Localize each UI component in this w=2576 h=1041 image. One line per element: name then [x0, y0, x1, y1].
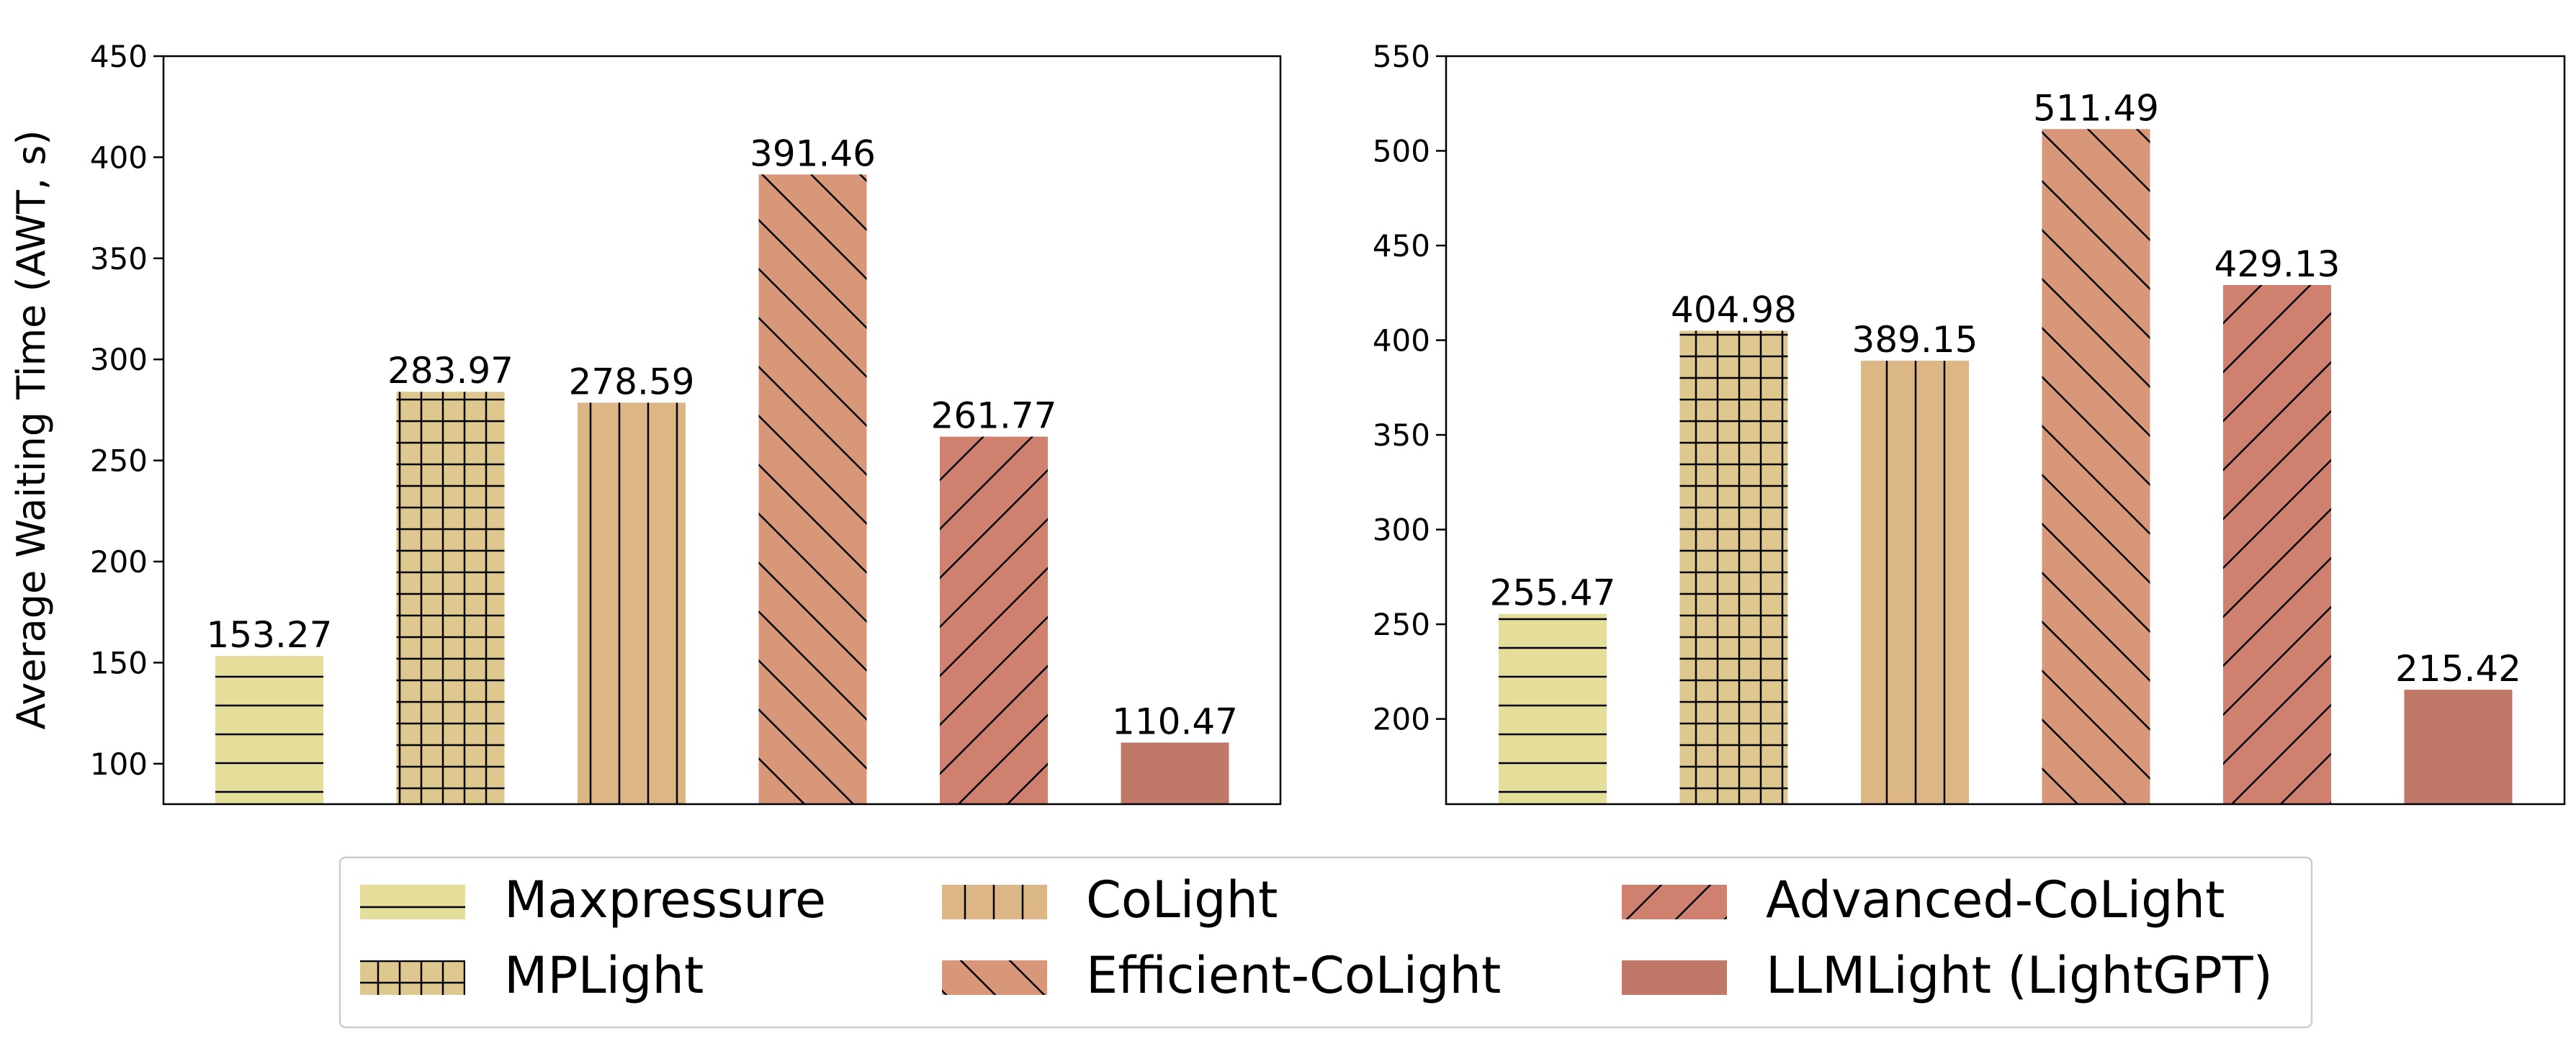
right-bar-hatch-efficient-colight — [2042, 129, 2150, 805]
right-bar-llmlight-lightgpt — [2404, 690, 2513, 804]
right-value-label-colight: 389.15 — [1852, 319, 1978, 361]
legend-label-mplight: MPLight — [504, 946, 704, 1005]
legend-label-efficient-colight: Efficient-CoLight — [1086, 946, 1501, 1005]
left-y-tick-label: 300 — [90, 342, 148, 377]
left-plot-frame — [162, 55, 1282, 806]
legend-item-mplight: MPLight — [360, 946, 704, 1005]
legend-entries: Maxpressure MPLight CoLight Efficient-CoLig… — [360, 870, 2273, 1005]
left-y-tick-label: 350 — [90, 241, 148, 276]
legend-item-efficient-colight: Efficient-CoLight — [942, 946, 1501, 1005]
right-bar-hatch-advanced-colight — [2223, 284, 2331, 805]
right-bars — [1499, 129, 2513, 805]
right-value-label-llmlight-lightgpt: 215.42 — [2395, 648, 2521, 690]
left-chart-panel: 153.27 283.97 278.59 391.46 261.77 110.47 100… — [90, 39, 1282, 806]
left-value-label-colight: 278.59 — [569, 361, 695, 402]
legend-frame — [338, 856, 2313, 1029]
legend-label-colight: CoLight — [1086, 870, 1278, 929]
left-bars — [215, 174, 1229, 804]
right-y-tick-label: 250 — [1373, 607, 1430, 642]
legend-swatch-hatch-colight — [942, 885, 1047, 919]
right-value-label-mplight: 404.98 — [1671, 289, 1797, 330]
right-y-tick-label: 400 — [1373, 323, 1430, 359]
left-y-ticks: 100 150 200 250 300 350 400 450 — [90, 39, 163, 782]
right-value-label-maxpressure: 255.47 — [1490, 572, 1616, 614]
left-bar-hatch-mplight — [396, 392, 505, 804]
legend-swatch-hatch-mplight — [360, 960, 465, 995]
legend-label-maxpressure: Maxpressure — [504, 870, 826, 929]
legend-swatch-hatch-maxpressure — [360, 885, 465, 919]
left-value-labels: 153.27 283.97 278.59 391.46 261.77 110.47 — [207, 132, 1238, 742]
left-value-label-llmlight-lightgpt: 110.47 — [1112, 700, 1238, 742]
right-value-label-advanced-colight: 429.13 — [2214, 243, 2341, 285]
left-y-tick-label: 150 — [90, 645, 148, 680]
legend-swatch-llmlight-lightgpt — [1622, 960, 1727, 995]
left-value-label-maxpressure: 153.27 — [207, 614, 333, 656]
right-y-tick-label: 500 — [1373, 134, 1430, 169]
legend-item-colight: CoLight — [942, 870, 1278, 929]
right-y-tick-label: 200 — [1373, 702, 1430, 737]
legend-item-advanced-colight: Advanced-CoLight — [1622, 870, 2225, 929]
right-bar-hatch-mplight — [1679, 330, 1788, 805]
right-chart-panel: 255.47 404.98 389.15 511.49 429.13 215.42 200… — [1373, 39, 2566, 806]
right-bar-hatch-colight — [1861, 361, 1969, 805]
left-value-label-mplight: 283.97 — [387, 350, 513, 392]
left-y-tick-label: 100 — [90, 747, 148, 782]
right-value-label-efficient-colight: 511.49 — [2033, 87, 2159, 129]
left-y-tick-label: 400 — [90, 140, 148, 175]
left-y-tick-label: 200 — [90, 544, 148, 580]
legend-item-maxpressure: Maxpressure — [360, 870, 826, 929]
legend-label-advanced-colight: Advanced-CoLight — [1766, 870, 2225, 929]
legend-swatch-hatch-efficient-colight — [942, 960, 1047, 995]
legend: Maxpressure MPLight CoLight Efficient-CoLig… — [338, 856, 2313, 1029]
left-value-label-advanced-colight: 261.77 — [931, 395, 1057, 437]
left-bar-hatch-maxpressure — [215, 656, 323, 804]
left-y-tick-label: 250 — [90, 443, 148, 479]
left-bar-hatch-advanced-colight — [940, 436, 1048, 804]
right-y-tick-label: 300 — [1373, 513, 1430, 548]
legend-item-llmlight-lightgpt: LLMLight (LightGPT) — [1622, 946, 2273, 1005]
y-axis-label: Average Waiting Time (AWT, s) — [9, 130, 54, 729]
right-y-tick-label: 550 — [1373, 39, 1430, 74]
legend-swatch-hatch-advanced-colight — [1622, 885, 1727, 919]
left-bar-llmlight-lightgpt — [1121, 742, 1229, 804]
right-bar-hatch-maxpressure — [1499, 613, 1607, 804]
left-value-label-efficient-colight: 391.46 — [750, 132, 876, 174]
left-bar-hatch-colight — [578, 402, 686, 804]
legend-label-llmlight-lightgpt: LLMLight (LightGPT) — [1766, 946, 2273, 1005]
right-y-ticks: 200 250 300 350 400 450 500 550 — [1373, 39, 1446, 737]
left-bar-hatch-efficient-colight — [758, 174, 867, 804]
right-y-tick-label: 350 — [1373, 418, 1430, 453]
right-plot-frame — [1445, 55, 2566, 806]
left-y-tick-label: 450 — [90, 39, 148, 74]
right-value-labels: 255.47 404.98 389.15 511.49 429.13 215.42 — [1490, 87, 2521, 690]
right-y-tick-label: 450 — [1373, 228, 1430, 263]
